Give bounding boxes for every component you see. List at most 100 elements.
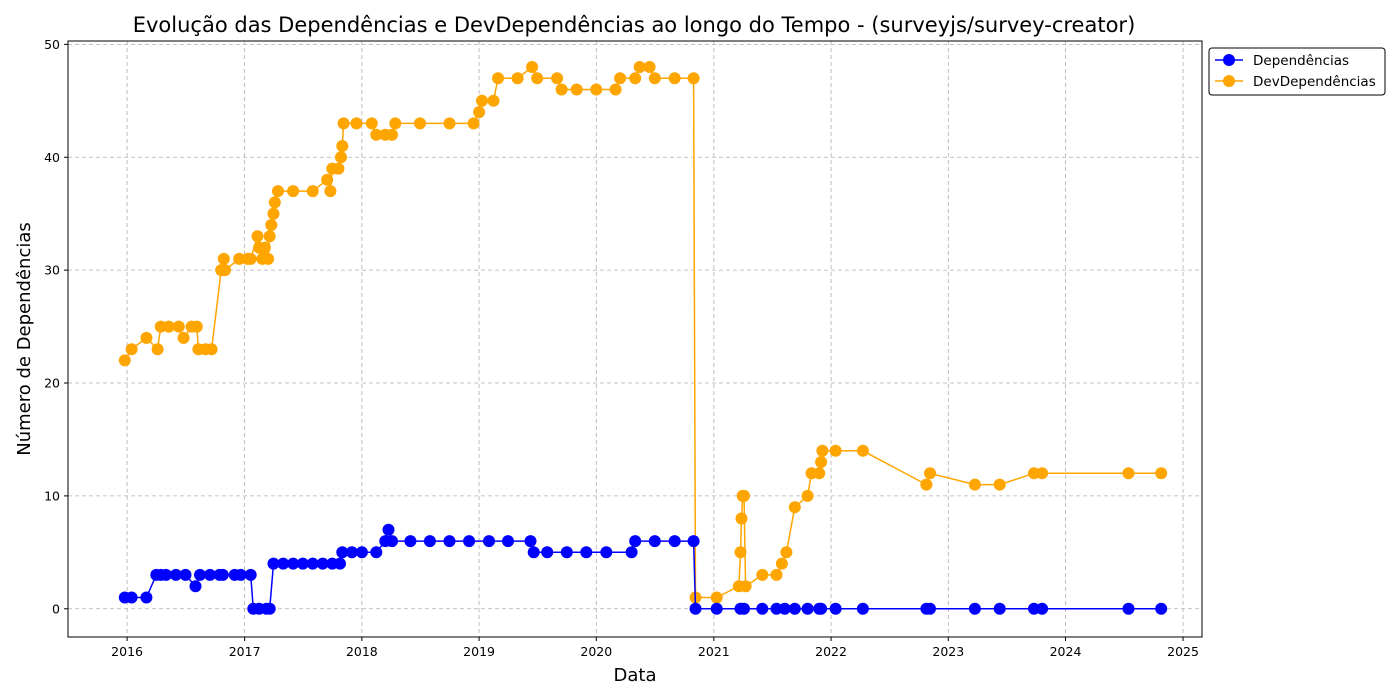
data-point-dependencias <box>306 557 319 570</box>
data-point-devdependencias <box>668 72 681 85</box>
data-point-dependencias <box>648 535 661 548</box>
data-point-dependencias <box>244 568 257 581</box>
data-point-dependencias <box>125 591 138 604</box>
data-point-dependencias <box>443 535 456 548</box>
data-point-devdependencias <box>262 252 275 265</box>
data-point-devdependencias <box>756 568 769 581</box>
data-point-devdependencias <box>337 117 350 130</box>
data-point-devdependencias <box>739 580 752 593</box>
data-point-dependencias <box>404 535 417 548</box>
y-axis: 0 10 20 30 40 50 <box>44 37 68 616</box>
data-point-dependencias <box>334 557 346 570</box>
data-point-devdependencias <box>770 568 783 581</box>
legend: Dependências DevDependências <box>1208 47 1386 96</box>
data-point-devdependencias <box>788 501 801 514</box>
data-point-devdependencias <box>815 456 828 468</box>
data-point-devdependencias <box>272 185 284 198</box>
data-point-devdependencias <box>633 61 646 73</box>
legend-label-dependencias: Dependências <box>1253 53 1349 69</box>
data-point-devdependencias <box>151 343 164 356</box>
data-point-devdependencias <box>924 467 936 480</box>
data-point-devdependencias <box>233 252 246 265</box>
data-point-dependencias <box>463 535 476 548</box>
data-point-devdependencias <box>710 591 723 604</box>
x-tick-label: 2025 <box>1167 644 1199 659</box>
data-point-devdependencias <box>190 320 203 333</box>
data-point-dependencias <box>924 602 936 615</box>
data-point-dependencias <box>527 546 540 559</box>
data-point-dependencias <box>169 568 182 581</box>
data-point-dependencias <box>194 568 206 581</box>
data-point-dependencias <box>204 568 216 581</box>
data-point-dependencias <box>600 546 613 559</box>
data-point-devdependencias <box>614 72 627 85</box>
data-point-dependencias <box>234 568 247 581</box>
x-tick-label: 2020 <box>580 644 612 659</box>
data-point-dependencias <box>738 602 750 615</box>
series-line-devdependencias <box>124 66 1162 599</box>
data-point-dependencias <box>968 602 981 615</box>
legend-marker-dependencias <box>1223 54 1235 66</box>
data-point-dependencias <box>625 546 638 559</box>
series-devdependencias <box>118 61 1168 604</box>
plot-area <box>67 40 1203 638</box>
data-point-dependencias <box>687 535 700 548</box>
data-point-devdependencias <box>555 83 568 96</box>
data-point-devdependencias <box>118 354 131 367</box>
x-tick-label: 2018 <box>346 644 378 659</box>
data-point-dependencias <box>386 535 398 548</box>
data-point-dependencias <box>541 546 554 559</box>
data-point-devdependencias <box>177 331 190 344</box>
y-tick-label: 30 <box>44 263 60 278</box>
data-point-devdependencias <box>492 72 504 85</box>
x-tick-label: 2024 <box>1050 644 1082 659</box>
data-point-devdependencias <box>687 72 700 85</box>
data-point-devdependencias <box>590 83 603 96</box>
data-point-devdependencias <box>287 185 300 198</box>
data-point-dependencias <box>216 568 229 581</box>
data-point-devdependencias <box>829 444 842 457</box>
data-point-dependencias <box>668 535 681 548</box>
data-point-devdependencias <box>738 489 750 502</box>
data-point-dependencias <box>160 568 172 581</box>
data-point-dependencias <box>580 546 593 559</box>
data-point-dependencias <box>483 535 495 548</box>
plot-frame <box>67 40 1203 638</box>
data-point-devdependencias <box>332 162 345 175</box>
legend-label-devdependencias: DevDependências <box>1253 74 1376 90</box>
data-point-devdependencias <box>780 546 793 559</box>
data-point-devdependencias <box>217 252 230 265</box>
data-point-dependencias <box>778 602 791 615</box>
x-axis: 2016 2017 2018 2019 2020 2021 2022 2023 2024 2025 <box>111 637 1199 659</box>
data-point-devdependencias <box>251 230 264 243</box>
data-point-dependencias <box>287 557 300 570</box>
data-point-dependencias <box>502 535 514 548</box>
data-point-devdependencias <box>306 185 319 198</box>
data-point-devdependencias <box>467 117 480 130</box>
data-point-dependencias <box>263 602 276 615</box>
data-point-dependencias <box>316 557 329 570</box>
data-point-devdependencias <box>125 343 138 356</box>
data-point-dependencias <box>179 568 192 581</box>
data-point-devdependencias <box>476 94 488 107</box>
data-point-dependencias <box>1036 602 1049 615</box>
data-point-dependencias <box>689 602 702 615</box>
x-tick-label: 2019 <box>463 644 495 659</box>
y-tick-label: 50 <box>44 37 60 52</box>
data-point-dependencias <box>756 602 769 615</box>
data-point-devdependencias <box>350 117 363 130</box>
y-tick-label: 0 <box>52 601 60 616</box>
data-point-dependencias <box>382 523 395 536</box>
data-point-devdependencias <box>813 467 826 480</box>
data-point-devdependencias <box>816 444 829 457</box>
data-point-dependencias <box>801 602 814 615</box>
data-point-devdependencias <box>443 117 456 130</box>
chart-title: Evolução das Dependências e DevDependênc… <box>133 13 1136 37</box>
series-layer <box>118 61 1168 615</box>
data-point-devdependencias <box>531 72 544 85</box>
data-point-dependencias <box>629 535 642 548</box>
data-point-devdependencias <box>775 557 788 570</box>
data-point-devdependencias <box>511 72 524 85</box>
data-point-dependencias <box>345 546 358 559</box>
data-point-dependencias <box>524 535 537 548</box>
